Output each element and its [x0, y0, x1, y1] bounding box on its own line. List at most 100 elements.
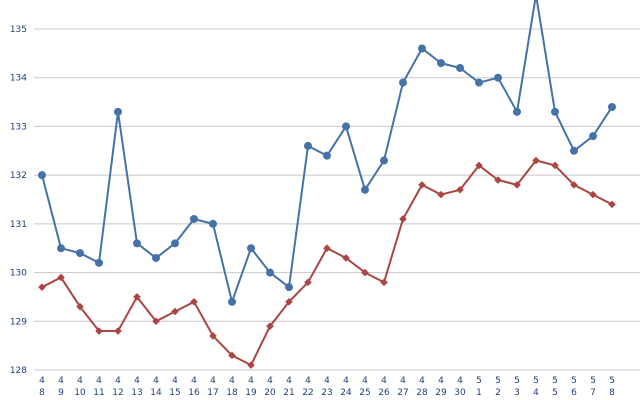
x-tick-label-day: 11: [93, 388, 104, 398]
x-tick-label-month: 4: [381, 376, 387, 386]
x-tick-label-month: 5: [609, 376, 615, 386]
x-tick-label-day: 20: [264, 388, 276, 398]
x-tick-label-day: 24: [340, 388, 352, 398]
x-tick-label-month: 4: [39, 376, 45, 386]
y-tick-label: 130: [10, 269, 27, 279]
data-point-series-1: [494, 73, 502, 82]
data-point-series-2: [57, 273, 65, 282]
y-tick-label: 133: [10, 122, 27, 132]
x-tick-label-month: 4: [362, 376, 368, 386]
x-tick-label-day: 19: [245, 388, 257, 398]
data-point-series-1: [380, 156, 388, 165]
data-point-series-2: [285, 298, 293, 306]
x-tick-label-month: 4: [343, 376, 349, 386]
x-tick-label-day: 29: [435, 388, 447, 398]
y-axis-ticks: 128 129 130 131 132 133 134 135: [10, 25, 27, 376]
x-tick-label-month: 5: [495, 376, 501, 386]
data-point-series-2: [190, 298, 198, 306]
x-tick-label-month: 4: [153, 376, 159, 386]
x-tick-label-month: 4: [210, 376, 216, 386]
data-point-series-2: [114, 327, 122, 335]
data-point-series-1: [38, 171, 46, 180]
x-tick-label-day: 21: [283, 388, 294, 398]
x-tick-label-month: 4: [58, 376, 64, 386]
data-point-series-2: [380, 278, 388, 287]
x-tick-label-day: 4: [533, 388, 539, 398]
data-point-series-1: [152, 253, 160, 262]
x-tick-label-day: 8: [39, 388, 45, 398]
x-tick-label-day: 13: [131, 388, 142, 398]
data-point-series-1: [418, 44, 426, 53]
x-tick-label-day: 5: [552, 388, 558, 398]
y-tick-label: 132: [10, 171, 27, 181]
data-point-series-1: [209, 219, 217, 228]
x-tick-label-day: 12: [112, 388, 123, 398]
y-tick-label: 129: [10, 317, 27, 327]
data-point-series-1: [513, 107, 521, 116]
data-point-series-1: [304, 141, 312, 150]
y-tick-label: 134: [10, 74, 27, 84]
x-tick-label-month: 4: [191, 376, 197, 386]
x-tick-label-month: 4: [457, 376, 463, 386]
data-point-series-1: [399, 78, 407, 87]
data-point-series-2: [95, 327, 103, 335]
x-tick-label-month: 5: [590, 376, 596, 386]
x-tick-label-day: 3: [514, 388, 520, 398]
data-point-series-2: [418, 181, 426, 189]
data-point-series-2: [475, 161, 483, 170]
x-tick-label-day: 18: [226, 388, 238, 398]
x-tick-label-day: 16: [188, 388, 200, 398]
x-tick-label-month: 4: [419, 376, 425, 386]
data-point-series-1: [456, 63, 464, 72]
data-point-series-2: [247, 361, 255, 369]
data-point-series-2: [171, 307, 179, 316]
data-point-series-1: [475, 78, 483, 87]
data-point-series-1: [247, 244, 255, 253]
x-tick-label-month: 4: [248, 376, 254, 386]
data-point-series-1: [342, 122, 350, 131]
x-tick-label-month: 4: [77, 376, 83, 386]
data-point-series-2: [513, 181, 521, 189]
x-tick-label-month: 5: [571, 376, 577, 386]
data-point-series-2: [399, 215, 407, 223]
x-tick-label-day: 8: [609, 388, 615, 398]
data-point-series-1: [228, 297, 236, 306]
x-axis-ticks: 4849410411412413414415416417418419420421…: [39, 376, 615, 398]
data-point-series-1: [570, 146, 578, 155]
x-tick-label-month: 4: [229, 376, 235, 386]
data-point-series-2: [551, 161, 559, 170]
x-tick-label-month: 4: [96, 376, 102, 386]
x-tick-label-day: 25: [359, 388, 370, 398]
x-tick-label-month: 4: [438, 376, 444, 386]
x-tick-label-day: 28: [416, 388, 428, 398]
data-point-series-2: [437, 190, 445, 199]
x-tick-label-month: 5: [476, 376, 482, 386]
x-tick-label-day: 9: [58, 388, 64, 398]
data-point-series-1: [190, 214, 198, 223]
data-point-series-2: [209, 332, 217, 340]
data-point-series-2: [494, 176, 502, 184]
data-point-series-2: [266, 322, 274, 330]
data-point-series-1: [76, 249, 84, 258]
data-point-series-1: [361, 185, 369, 194]
data-point-series-1: [57, 244, 65, 253]
x-tick-label-month: 4: [134, 376, 140, 386]
data-point-series-2: [76, 302, 84, 311]
x-tick-label-month: 4: [115, 376, 121, 386]
data-point-series-1: [437, 59, 445, 68]
series-line-2: [41, 159, 613, 367]
y-tick-label: 135: [10, 25, 27, 35]
data-point-series-1: [266, 268, 274, 277]
x-tick-label-month: 5: [514, 376, 520, 386]
data-point-series-1: [285, 283, 293, 292]
data-point-series-1: [608, 102, 616, 111]
x-tick-label-day: 17: [207, 388, 218, 398]
data-point-series-2: [304, 278, 312, 287]
data-point-series-1: [133, 239, 141, 248]
data-point-series-2: [589, 190, 597, 199]
data-point-series-2: [456, 185, 464, 194]
data-point-series-1: [323, 151, 331, 160]
series-group: [38, 0, 616, 369]
y-tick-label: 131: [10, 220, 27, 230]
x-tick-label-day: 7: [590, 388, 596, 398]
